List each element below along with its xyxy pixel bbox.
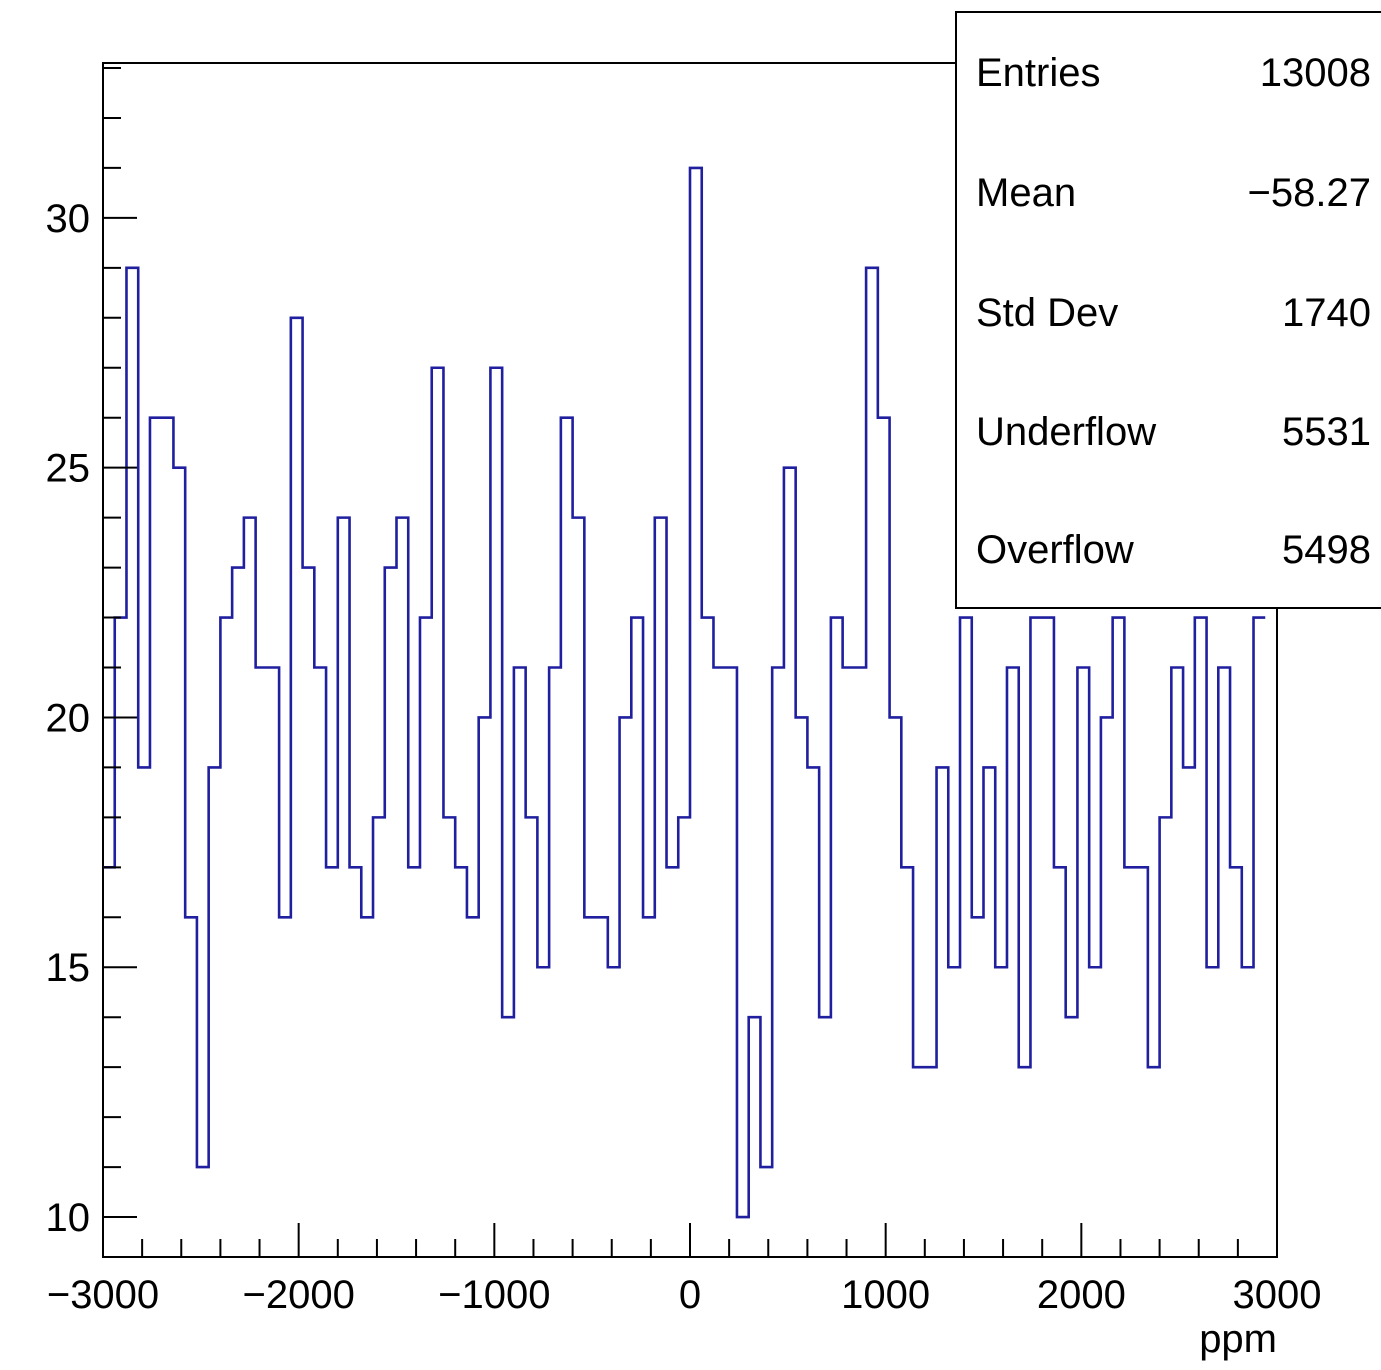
stats-box-frame bbox=[955, 11, 1381, 609]
y-tick-label: 10 bbox=[46, 1196, 91, 1240]
y-tick-label: 30 bbox=[46, 197, 91, 241]
x-tick-label: 2000 bbox=[1037, 1273, 1126, 1317]
y-axis-ticks bbox=[103, 66, 137, 1219]
x-tick-label: 3000 bbox=[1233, 1273, 1322, 1317]
stats-label: Entries bbox=[976, 51, 1101, 95]
y-axis-tick-labels: 10 15 20 25 30 bbox=[46, 197, 91, 1240]
x-axis-ticks bbox=[102, 1223, 1278, 1257]
stats-label: Overflow bbox=[976, 528, 1134, 572]
x-tick-label: −3000 bbox=[47, 1273, 159, 1317]
x-tick-label: 0 bbox=[679, 1273, 701, 1317]
y-tick-label: 15 bbox=[46, 946, 91, 990]
stats-rows: Entries 13008 Mean −58.27 Std Dev 1740 Underfl… bbox=[976, 51, 1371, 572]
x-tick-label: 1000 bbox=[841, 1273, 930, 1317]
stats-value: 5498 bbox=[1282, 528, 1371, 572]
y-tick-label: 20 bbox=[46, 696, 91, 740]
histogram-line bbox=[103, 166, 1266, 1219]
stats-label: Mean bbox=[976, 171, 1076, 215]
stats-value: 5531 bbox=[1282, 410, 1371, 454]
stats-label: Underflow bbox=[976, 410, 1156, 454]
stats-value: 1740 bbox=[1282, 291, 1371, 335]
x-tick-label: −2000 bbox=[242, 1273, 354, 1317]
stats-box: Entries 13008 Mean −58.27 Std Dev 1740 Underfl… bbox=[955, 11, 1381, 609]
y-tick-label: 25 bbox=[46, 447, 91, 491]
x-axis-tick-labels: −3000 −2000 −1000 0 1000 2000 3000 bbox=[47, 1273, 1322, 1317]
stats-value: 13008 bbox=[1260, 51, 1371, 95]
x-axis-title: ppm bbox=[1199, 1317, 1277, 1361]
stats-label: Std Dev bbox=[976, 291, 1118, 335]
stats-value: −58.27 bbox=[1248, 171, 1371, 215]
x-tick-label: −1000 bbox=[438, 1273, 550, 1317]
